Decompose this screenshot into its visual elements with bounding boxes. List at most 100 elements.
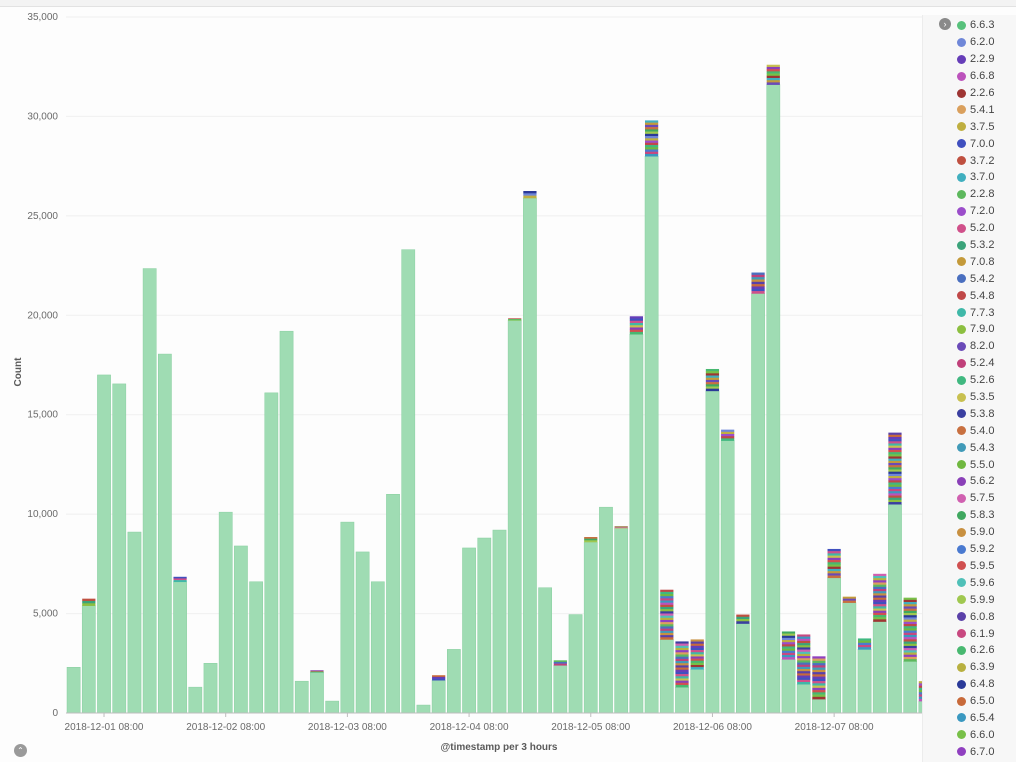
bar-segment-main[interactable] [675, 686, 689, 714]
bar-segment-main[interactable] [553, 665, 568, 714]
bar-segment-other[interactable] [553, 660, 567, 666]
legend-item[interactable]: 6.5.0 [957, 693, 994, 710]
legend-item[interactable]: 5.6.2 [957, 473, 994, 490]
bar-segment-other[interactable] [721, 429, 735, 441]
legend-item[interactable]: 5.4.3 [957, 439, 994, 456]
legend-item[interactable]: 5.2.6 [957, 372, 994, 389]
legend-item[interactable]: 3.7.0 [957, 169, 994, 186]
legend-item[interactable]: 5.9.9 [957, 591, 994, 608]
bar-segment-main[interactable] [659, 639, 674, 714]
legend-toggle-icon[interactable]: › [939, 18, 951, 30]
legend-item[interactable]: 8.2.0 [957, 338, 994, 355]
legend-item[interactable]: 6.5.4 [957, 710, 994, 727]
bar-segment-main[interactable] [401, 249, 416, 714]
bar-segment-other[interactable] [310, 670, 324, 673]
legend-item[interactable]: 5.4.1 [957, 101, 994, 118]
bar-segment-other[interactable] [736, 614, 750, 624]
bar-segment-main[interactable] [690, 669, 705, 714]
legend-item[interactable]: 7.7.3 [957, 304, 994, 321]
bar-segment-main[interactable] [599, 506, 613, 714]
bar-segment-main[interactable] [568, 614, 583, 714]
bar-segment-main[interactable] [903, 661, 918, 714]
bar-segment-main[interactable] [218, 511, 233, 714]
legend-item[interactable]: 5.8.3 [957, 507, 994, 524]
legend-item[interactable]: 6.2.6 [957, 642, 994, 659]
bar-segment-other[interactable] [812, 656, 826, 700]
bar-segment-main[interactable] [827, 577, 841, 714]
legend-item[interactable]: 6.6.3 [957, 17, 994, 34]
bar-segment-other[interactable] [873, 573, 887, 622]
legend-item[interactable]: 6.7.0 [957, 743, 994, 760]
legend-item[interactable]: 6.1.9 [957, 625, 994, 642]
legend-item[interactable]: 5.7.5 [957, 490, 994, 507]
bar-segment-other[interactable] [173, 576, 187, 583]
bar-segment-main[interactable] [736, 623, 750, 714]
bar-segment-main[interactable] [477, 537, 492, 714]
bar-segment-main[interactable] [507, 320, 522, 714]
legend-item[interactable]: 6.3.9 [957, 659, 994, 676]
bar-segment-other[interactable] [781, 631, 796, 660]
bar-segment-main[interactable] [781, 659, 796, 714]
bar-segment-other[interactable] [675, 641, 689, 688]
bar-segment-main[interactable] [538, 587, 552, 714]
bar-segment-other[interactable] [660, 589, 674, 640]
bar-segment-main[interactable] [492, 529, 507, 714]
legend-item[interactable]: 6.2.0 [957, 34, 994, 51]
legend-item[interactable]: 5.4.0 [957, 422, 994, 439]
bar-segment-main[interactable] [766, 84, 781, 714]
legend-item[interactable]: 5.9.2 [957, 541, 994, 558]
legend-item[interactable]: 5.4.2 [957, 270, 994, 287]
legend-item[interactable]: 6.6.0 [957, 726, 994, 743]
legend-item[interactable]: 2.2.8 [957, 186, 994, 203]
legend-item[interactable]: 5.9.6 [957, 574, 994, 591]
bar-segment-other[interactable] [82, 598, 96, 606]
bar-segment-main[interactable] [720, 440, 735, 714]
legend-item[interactable]: 5.2.0 [957, 220, 994, 237]
bar-segment-main[interactable] [294, 680, 309, 714]
legend-item[interactable]: 5.5.0 [957, 456, 994, 473]
bar-segment-other[interactable] [827, 548, 841, 579]
bar-segment-main[interactable] [97, 374, 111, 714]
legend-item[interactable]: 6.0.8 [957, 608, 994, 625]
bar-segment-other[interactable] [903, 597, 917, 662]
bar-segment-other[interactable] [523, 191, 537, 199]
bar-segment-main[interactable] [796, 683, 811, 714]
bar-segment-main[interactable] [416, 704, 431, 714]
bar-segment-main[interactable] [370, 581, 385, 714]
bar-segment-other[interactable] [508, 318, 522, 321]
bar-segment-main[interactable] [462, 547, 476, 714]
bar-segment-other[interactable] [629, 316, 643, 335]
bar-segment-main[interactable] [751, 293, 765, 714]
legend-item[interactable]: 7.9.0 [957, 321, 994, 338]
bar-segment-main[interactable] [583, 541, 598, 714]
bar-segment-main[interactable] [842, 602, 857, 714]
bar-segment-main[interactable] [249, 581, 263, 714]
bar-segment-main[interactable] [66, 667, 81, 714]
bar-segment-main[interactable] [523, 197, 537, 714]
legend-item[interactable]: 6.4.8 [957, 676, 994, 693]
bar-segment-main[interactable] [614, 527, 629, 714]
bar-segment-other[interactable] [842, 596, 856, 603]
legend-item[interactable]: 7.0.8 [957, 253, 994, 270]
bar-segment-main[interactable] [644, 155, 659, 714]
bar-segment-main[interactable] [386, 494, 400, 714]
bar-segment-other[interactable] [614, 526, 628, 529]
legend-item[interactable]: 5.3.5 [957, 389, 994, 406]
legend-item[interactable]: 7.2.0 [957, 203, 994, 220]
bar-segment-main[interactable] [173, 581, 187, 714]
bar-segment-other[interactable] [705, 368, 720, 392]
bar-segment-other[interactable] [797, 634, 811, 685]
bar-segment-other[interactable] [766, 64, 780, 85]
legend-item[interactable]: 5.9.0 [957, 524, 994, 541]
bar-segment-main[interactable] [355, 551, 370, 714]
legend-item[interactable]: 2.2.9 [957, 51, 994, 68]
bar-segment-main[interactable] [279, 330, 294, 714]
bar-segment-main[interactable] [203, 663, 218, 714]
legend-item[interactable]: 7.0.0 [957, 135, 994, 152]
bar-segment-other[interactable] [690, 639, 704, 670]
bar-segment-main[interactable] [158, 353, 172, 714]
bar-segment-other[interactable] [857, 638, 872, 650]
bar-segment-main[interactable] [629, 333, 644, 714]
bar-segment-other[interactable] [918, 681, 922, 702]
bar-segment-main[interactable] [112, 383, 127, 714]
